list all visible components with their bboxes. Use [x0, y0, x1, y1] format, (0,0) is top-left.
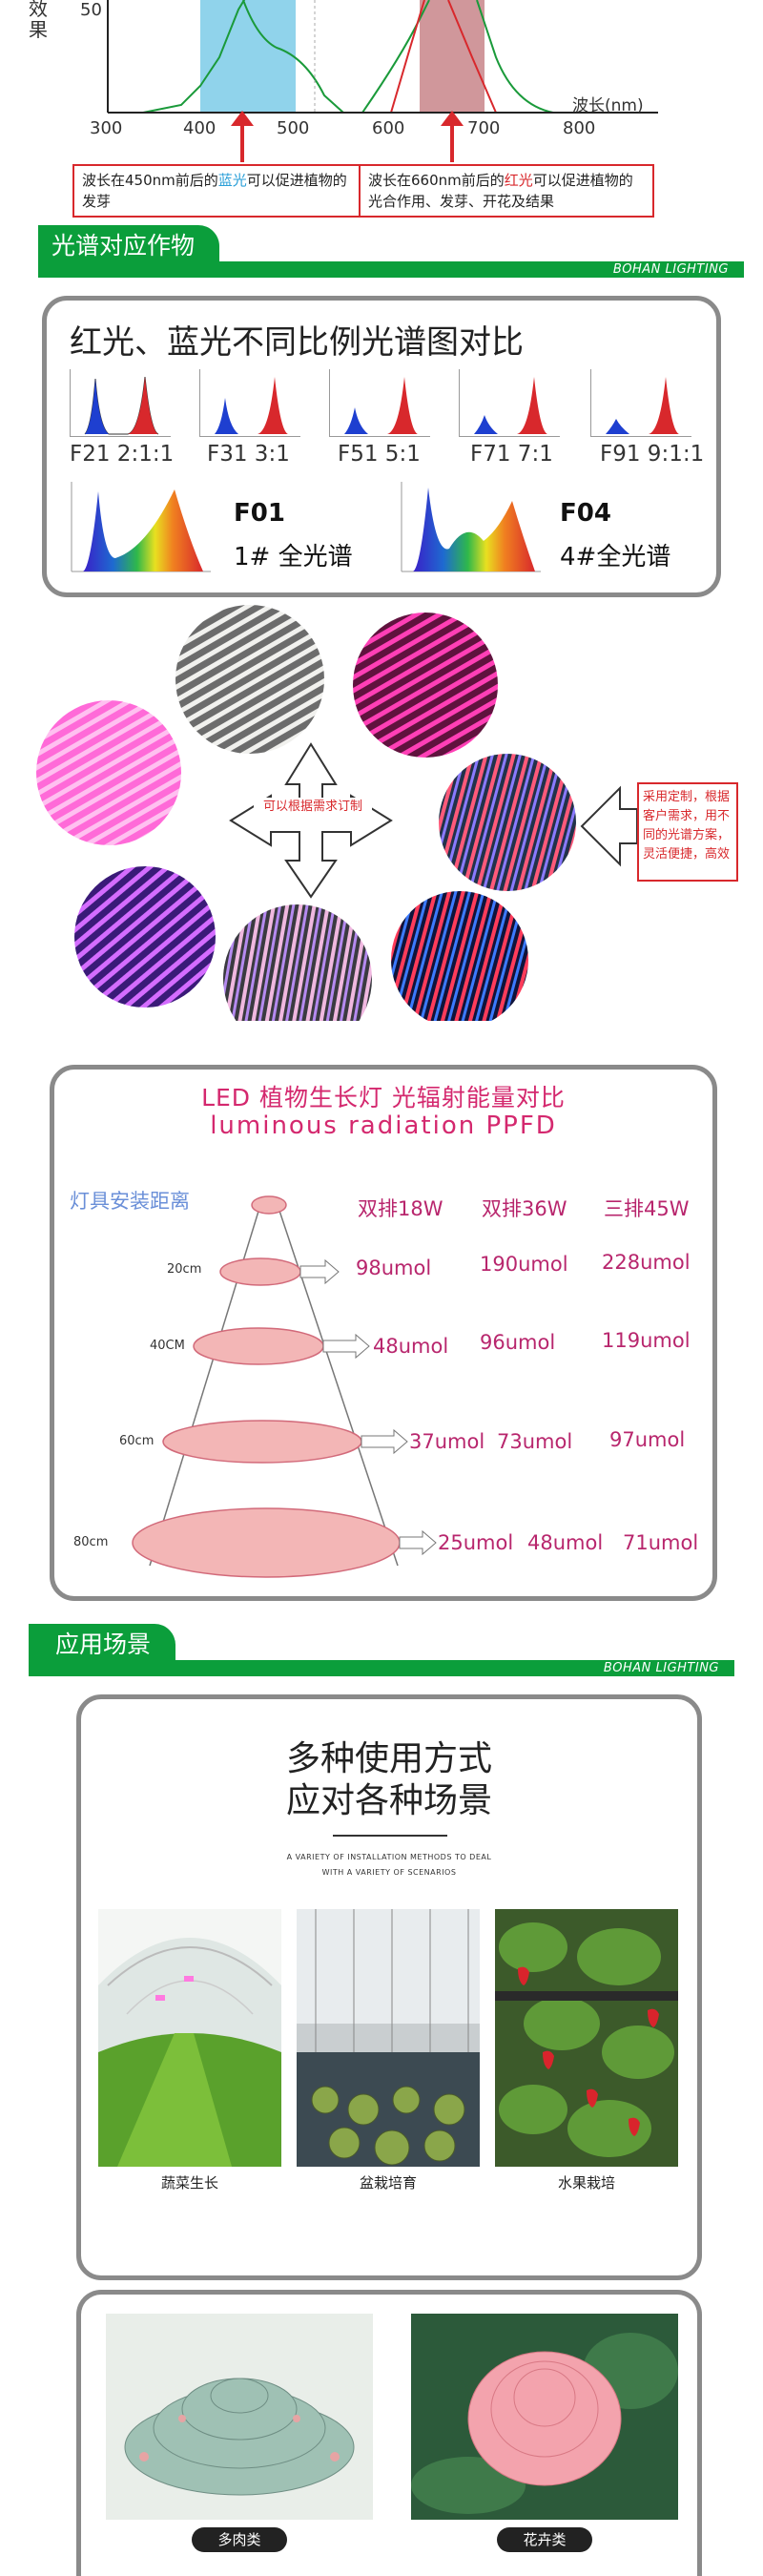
red-band	[420, 0, 485, 113]
spectrum-label: F91 9:1:1	[600, 442, 705, 467]
ppfd-value: 48umol	[527, 1531, 604, 1554]
category-pill: 多肉类	[192, 2527, 287, 2552]
distance-20cm: 20cm	[167, 1262, 202, 1277]
y-axis-label: 效果	[29, 0, 48, 41]
distance-label: 灯具安装距离	[70, 1190, 190, 1213]
category-pill: 花卉类	[497, 2527, 592, 2552]
potted-plants-image	[297, 1909, 480, 2167]
spectrum-label: F51 5:1	[338, 442, 421, 467]
custom-tube-section: 可以根据需求订制 采用定制，根据客户需求，用不同的光谱方案，灵活便捷，高效	[0, 601, 763, 1053]
section-banner-spectrum: 光谱对应作物 BOHAN LIGHTING	[38, 225, 744, 282]
red-light-caption: 波长在660nm前后的红光可以促进植物的光合作用、发芽、开花及结果	[359, 164, 654, 218]
spectrum-code: F01	[234, 499, 285, 528]
x-tick: 300	[90, 118, 123, 138]
ppfd-value: 71umol	[623, 1531, 699, 1554]
tube-illustrations	[36, 605, 638, 1053]
ppfd-value: 48umol	[373, 1335, 449, 1358]
four-way-arrow-icon	[229, 742, 393, 899]
scene-caption: 蔬菜生长	[160, 2174, 218, 2192]
tube-violet	[74, 866, 216, 1008]
banner-bar	[38, 261, 744, 278]
scene-title-line2: 应对各种场景	[285, 1781, 492, 1820]
mini-spectrum-f91	[590, 369, 691, 441]
section-title: 应用场景	[29, 1624, 176, 1666]
tube-red-blue	[439, 754, 576, 891]
column-header: 双排36W	[482, 1197, 567, 1220]
scene-subtitle-line2: WITH A VARIETY OF SCENARIOS	[321, 1868, 457, 1877]
x-tick: 800	[563, 118, 596, 138]
mini-spectrum-f71	[459, 369, 560, 441]
ppfd-value: 73umol	[497, 1430, 573, 1453]
blue-light-caption: 波长在450nm前后的蓝光可以促进植物的发芽	[72, 164, 368, 218]
distance-40cm: 40CM	[150, 1339, 185, 1353]
section-banner-scenes: 应用场景 BOHAN LIGHTING	[29, 1624, 734, 1681]
mini-spectrum-f21	[70, 369, 171, 441]
x-tick: 700	[467, 118, 501, 138]
tube-mixed	[223, 904, 372, 1053]
spectrum-label: F21 2:1:1	[70, 442, 175, 467]
custom-side-text: 采用定制，根据客户需求，用不同的光谱方案，灵活便捷，高效	[637, 782, 738, 882]
ppfd-value: 119umol	[602, 1329, 691, 1352]
spectrum-name: 4#全光谱	[560, 543, 671, 571]
tube-rgb	[391, 891, 528, 1028]
full-spectrum-f01	[70, 482, 213, 577]
mini-spectrum-f51	[329, 369, 430, 441]
section-title: 光谱对应作物	[38, 225, 220, 267]
distance-80cm: 80cm	[73, 1535, 109, 1549]
x-tick: 500	[277, 118, 310, 138]
custom-center-text: 可以根据需求订制	[254, 798, 372, 817]
mini-spectrum-f31	[199, 369, 300, 441]
spectrum-code: F04	[560, 499, 611, 528]
brand-label: BOHAN LIGHTING	[603, 1661, 719, 1675]
spectrum-effect-chart: 效果 50 300 400 500 600 700 800 波长(nm)	[0, 0, 763, 172]
ppfd-value: 98umol	[356, 1257, 432, 1279]
full-spectrum-f04	[400, 482, 543, 577]
spectrum-name: 1# 全光谱	[234, 543, 353, 571]
scene-caption: 水果栽培	[557, 2174, 615, 2192]
spectrum-label: F31 3:1	[207, 442, 290, 467]
ppfd-card: LED 植物生长灯 光辐射能量对比 luminous radiation PPF…	[50, 1065, 717, 1601]
succulent-image	[106, 2314, 373, 2520]
ppfd-value: 228umol	[602, 1251, 691, 1274]
banner-bar	[29, 1660, 734, 1676]
scenes-card-2: 多肉类 花卉类	[76, 2290, 702, 2576]
spectrum-compare-card: 红光、蓝光不同比例光谱图对比 F21 2:1:1 F31 3:1 F51 5:1…	[42, 296, 721, 597]
scene-title-line1: 多种使用方式	[285, 1739, 492, 1778]
ppfd-value: 25umol	[438, 1531, 514, 1554]
strawberry-image	[495, 1909, 678, 2167]
title-divider	[333, 1835, 447, 1837]
ppfd-title: LED 植物生长灯 光辐射能量对比	[201, 1084, 566, 1111]
light-cone-diagram	[132, 1195, 437, 1578]
tube-magenta	[36, 700, 181, 845]
spectrum-label: F71 7:1	[470, 442, 553, 467]
column-header: 双排18W	[358, 1197, 443, 1220]
ppfd-subtitle: luminous radiation PPFD	[210, 1111, 557, 1140]
x-axis-label: 波长(nm)	[572, 96, 644, 115]
brand-label: BOHAN LIGHTING	[612, 262, 729, 277]
column-header: 三排45W	[604, 1197, 690, 1220]
vegetable-greenhouse-image	[98, 1909, 281, 2167]
x-tick: 600	[372, 118, 405, 138]
tube-white	[175, 605, 324, 754]
ppfd-value: 96umol	[480, 1331, 556, 1354]
y-tick: 50	[80, 0, 102, 20]
distance-60cm: 60cm	[119, 1434, 155, 1448]
x-tick: 400	[183, 118, 217, 138]
spectrum-curve-svg	[107, 0, 658, 162]
left-arrow-icon	[580, 785, 638, 867]
scene-subtitle-line1: A VARIETY OF INSTALLATION METHODS TO DEA…	[286, 1853, 492, 1861]
rose-image	[411, 2314, 678, 2520]
blue-band	[200, 0, 296, 113]
scene-caption: 盆栽培育	[359, 2174, 417, 2192]
tube-pink	[353, 613, 498, 758]
scenes-card: 多种使用方式 应对各种场景 A VARIETY OF INSTALLATION …	[76, 1694, 702, 2280]
ppfd-value: 190umol	[480, 1253, 568, 1276]
ppfd-value: 37umol	[409, 1430, 485, 1453]
card-title: 红光、蓝光不同比例光谱图对比	[70, 323, 524, 362]
ppfd-value: 97umol	[609, 1428, 686, 1451]
